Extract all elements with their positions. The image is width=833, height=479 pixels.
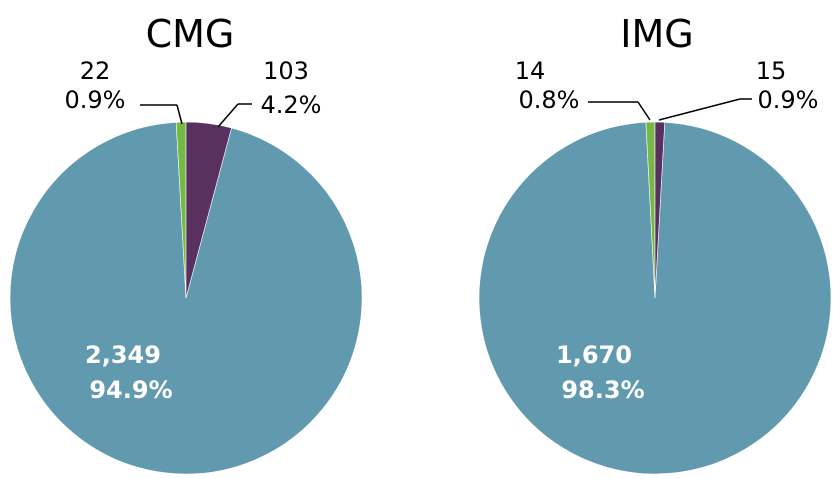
- slice-percent-label-img-major: 98.3%: [561, 376, 644, 404]
- slice-percent-label-cmg-small: 0.9%: [65, 86, 126, 114]
- pie-slice-cmg-major: [9, 121, 363, 475]
- pie-chart-img: IMG 14 0.8% 15 0.9% 1,670 98.3%: [478, 12, 832, 475]
- chart-title-img: IMG: [620, 12, 693, 56]
- chart-title-cmg: CMG: [146, 12, 235, 56]
- slice-value-label-cmg-major: 2,349: [85, 341, 161, 369]
- slice-value-label-img-major: 1,670: [556, 341, 632, 369]
- slice-percent-label-img-small: 0.8%: [519, 86, 580, 114]
- leader-line-cmg-small-tick: [176, 104, 183, 125]
- slice-value-label-cmg-small: 22: [80, 57, 111, 85]
- slice-value-label-img-small: 14: [515, 57, 546, 85]
- slice-percent-label-img-mid: 0.9%: [758, 86, 819, 114]
- pie-chart-cmg: CMG 22 0.9% 103 4.2% 2,349 94.9%: [9, 12, 363, 475]
- slice-value-label-img-mid: 15: [756, 57, 787, 85]
- pie-slice-img-major: [478, 121, 832, 475]
- slice-percent-label-cmg-mid: 4.2%: [261, 91, 322, 119]
- slice-percent-label-cmg-major: 94.9%: [89, 376, 172, 404]
- leader-line-cmg-mid-tick: [217, 103, 239, 128]
- pie-slice-cmg-mid: [185, 121, 232, 299]
- pie-slice-img-mid: [654, 121, 666, 299]
- leader-line-img-mid-tick: [658, 98, 741, 121]
- slice-value-label-cmg-mid: 103: [263, 57, 309, 85]
- leader-line-img-small-tick: [637, 101, 651, 121]
